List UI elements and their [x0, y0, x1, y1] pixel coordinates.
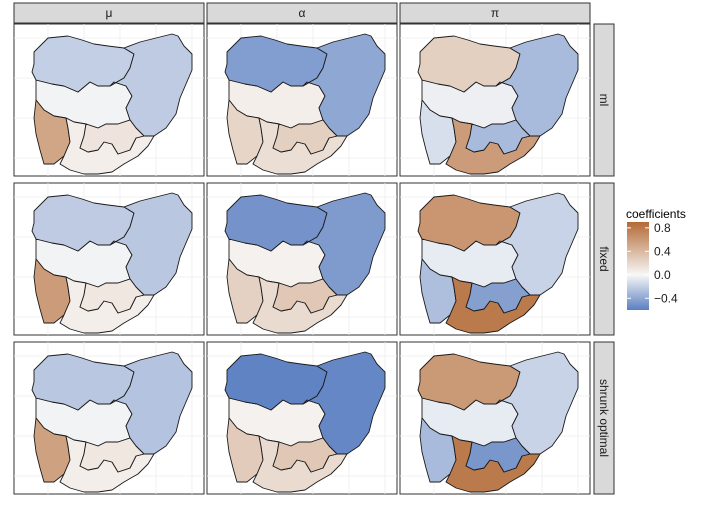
region-south-east	[79, 119, 145, 155]
column-strip-label: α	[299, 6, 306, 20]
region-south-east	[272, 278, 338, 314]
legend-tick-label: 0.8	[654, 221, 671, 235]
facet-panel-shrunk_optimal-alpha	[206, 341, 398, 495]
column-strip-pi: π	[399, 2, 591, 24]
row-strip-shrunk-optimal: shrunk optimal	[593, 341, 615, 495]
color-legend: coefficients 0.8 0.4 0.0 −0.4	[626, 207, 686, 310]
legend-tick-label: −0.4	[654, 291, 678, 305]
region-south-east	[272, 437, 338, 473]
facet-panel-shrunk_optimal-mu	[13, 341, 205, 495]
facet-panel-ml-alpha	[206, 23, 398, 177]
region-south-east	[79, 278, 145, 314]
facet-panels	[13, 23, 591, 495]
facet-panel-ml-mu	[13, 23, 205, 177]
column-strip-mu: μ	[13, 2, 205, 24]
row-strips: ml fixed shrunk optimal	[593, 23, 615, 495]
row-strip-label: ml	[597, 94, 611, 107]
region-south-east	[465, 437, 531, 473]
region-south-east	[79, 437, 145, 473]
legend-ticks: 0.8 0.4 0.0 −0.4	[627, 221, 678, 305]
row-strip-ml: ml	[593, 23, 615, 177]
facet-panel-ml-pi	[399, 23, 591, 177]
row-strip-fixed: fixed	[593, 182, 615, 336]
region-south-east	[272, 119, 338, 155]
legend-tick-label: 0.4	[654, 244, 671, 258]
legend-colorbar	[627, 222, 649, 310]
facet-panel-shrunk_optimal-pi	[399, 341, 591, 495]
facet-panel-fixed-alpha	[206, 182, 398, 336]
row-strip-label: shrunk optimal	[597, 379, 611, 457]
legend-title: coefficients	[626, 207, 686, 221]
column-strip-label: μ	[106, 6, 113, 20]
row-strip-label: fixed	[597, 246, 611, 271]
facet-panel-fixed-pi	[399, 182, 591, 336]
column-strip-label: π	[491, 6, 499, 20]
legend-tick-label: 0.0	[654, 268, 671, 282]
facet-panel-fixed-mu	[13, 182, 205, 336]
region-south-east	[465, 119, 531, 155]
region-south-east	[465, 278, 531, 314]
column-strip-alpha: α	[206, 2, 398, 24]
